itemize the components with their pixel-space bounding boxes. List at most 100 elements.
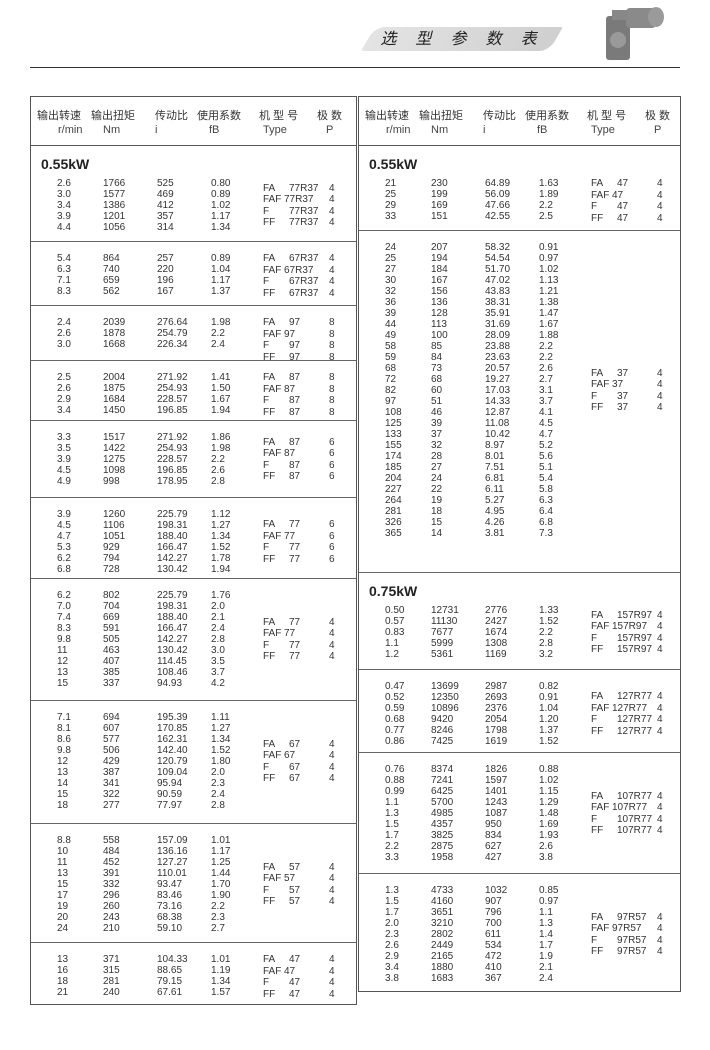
ratio-cell: 254.93 [157,383,188,394]
table-row: 11 463 130.42 3.0 [31,645,356,656]
speed-cell: 6.2 [57,553,71,564]
column-header-service-factor: 使用系数 [197,110,241,122]
ratio-cell: 94.93 [157,678,183,689]
type-prefix: FAF [591,702,610,714]
service-factor-cell: 1.19 [211,965,231,976]
model-group: 2.5 2004 271.92 1.41 2.6 1875 254.93 1.50 2.9 168… [31,361,356,421]
model-type-row: F 87 8 [31,395,356,407]
torque-cell: 7425 [431,736,454,747]
model-number: 77 [289,651,301,662]
ratio-cell: 472 [485,951,502,962]
model-number: 47 [289,977,301,988]
column-header-torque: 输出扭矩 [419,110,463,122]
table-row: 13 371 104.33 1.01 [31,954,356,965]
torque-cell: 562 [103,286,120,297]
table-row: 0.59 10896 2376 1.04 [359,703,680,714]
model-number: 77 [289,542,301,553]
model-type-row: FAF 97R57 4 [359,923,680,935]
speed-cell: 1.1 [385,638,399,649]
model-type-row: FF 37 4 [359,402,680,414]
ratio-cell: 14.33 [485,396,511,407]
model-type-row: FAF 157R97 4 [359,621,680,633]
speed-cell: 29 [385,200,397,211]
service-factor-cell: 0.97 [539,896,559,907]
table-row: 2.9 1684 228.57 1.67 [31,394,356,405]
model-group: 5.4 864 257 0.89 6.3 740 220 1.04 7.1 659 196 1.17 8… [31,242,356,306]
model-number: 97R57 [612,923,642,934]
model-number: 77 [289,639,301,651]
torque-cell: 1577 [103,189,126,200]
model-type-row: F 67R37 4 [31,276,356,288]
pole-count: 4 [657,714,663,725]
column-unit-poles: P [654,124,662,136]
speed-cell: 204 [385,473,402,484]
table-row: 15 337 94.93 4.2 [31,678,356,689]
torque-cell: 1880 [431,962,454,973]
speed-cell: 1.1 [385,797,399,808]
model-type-row: F 67 4 [31,762,356,774]
model-group: 2.4 2039 276.64 1.98 2.6 1878 254.79 2.2 3.0 1668… [31,306,356,363]
model-number: 77 [289,519,301,530]
speed-cell: 3.4 [57,405,71,416]
ratio-cell: 35.91 [485,308,511,319]
model-number: 67R37 [289,276,319,287]
model-type-row: FA 127R77 4 [359,691,680,703]
table-row: 2.6 1878 254.79 2.2 [31,328,356,339]
service-factor-cell: 3.1 [539,385,553,396]
torque-cell: 73 [431,363,443,374]
model-number: 37 [617,367,629,379]
service-factor-cell: 1.29 [539,797,559,808]
speed-cell: 27 [385,264,397,275]
speed-cell: 30 [385,275,397,286]
torque-cell: 167 [431,275,448,286]
type-prefix: FF [263,896,276,907]
column-header-speed: 输出转速 [37,110,81,122]
torque-cell: 1875 [103,383,126,394]
ratio-cell: 1597 [485,775,508,786]
speed-cell: 8.8 [57,835,71,846]
ratio-cell: 47.02 [485,275,511,286]
service-factor-cell: 2.3 [211,778,225,789]
torque-cell: 463 [103,645,120,656]
model-number: 127R77 [617,725,653,737]
ratio-cell: 2693 [485,692,508,703]
speed-cell: 58 [385,341,397,352]
service-factor-cell: 0.80 [211,178,231,189]
table-row: 24 207 58.32 0.91 [359,242,680,253]
speed-cell: 4.9 [57,476,71,487]
model-group: 0.47 13699 2987 0.82 0.52 12350 2693 0.91 0.59 10… [359,670,680,753]
ratio-cell: 47.66 [485,200,511,211]
torque-cell: 371 [103,954,120,965]
speed-cell: 0.76 [385,764,405,775]
type-prefix: F [263,761,270,773]
model-type-row: F 97 8 [31,340,356,352]
service-factor-cell: 7.3 [539,528,553,539]
table-row: 365 14 3.81 7.3 [359,528,680,539]
ratio-cell: 525 [157,178,174,189]
table-row: 30 167 47.02 1.13 [359,275,680,286]
ratio-cell: 142.27 [157,553,188,564]
table-row: 7.0 704 198.31 2.0 [31,601,356,612]
model-type-row: FAF 77 4 [31,628,356,640]
model-type-list: FA 47 4 FAF 47 4 F 47 4 FF 47 4 [359,178,680,224]
table-row: 36 136 38.31 1.38 [359,297,680,308]
torque-cell: 11130 [431,616,458,627]
ratio-cell: 51.70 [485,264,511,275]
column-header-type: 机 型 号 [587,110,627,122]
model-number: 57 [289,884,301,896]
type-prefix: FAF [591,621,610,632]
service-factor-cell: 1.86 [211,432,231,443]
speed-cell: 1.5 [385,896,399,907]
torque-cell: 4160 [431,896,454,907]
pole-count: 4 [329,182,335,194]
type-prefix: F [591,390,598,402]
model-number: 77R37 [289,217,319,228]
model-type-row: F 77 4 [31,640,356,652]
service-factor-cell: 1.94 [211,564,231,575]
service-factor-cell: 1.94 [211,405,231,416]
torque-cell: 1106 [103,520,125,531]
service-factor-cell: 1.15 [539,786,559,797]
ratio-cell: 64.89 [485,178,511,189]
model-number: 127R77 [617,714,653,725]
ratio-cell: 427 [485,852,502,863]
